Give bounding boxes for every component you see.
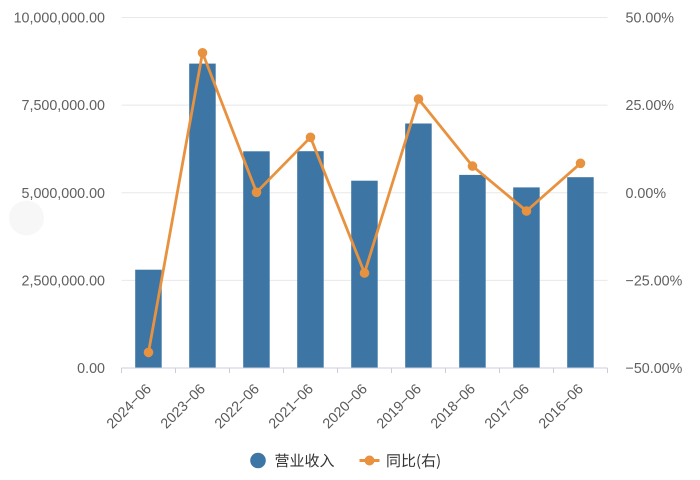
svg-text:−50.00%: −50.00%	[626, 361, 683, 377]
svg-text:25.00%: 25.00%	[626, 98, 675, 114]
svg-text:10,000,000.00: 10,000,000.00	[14, 11, 105, 27]
svg-text:−25.00%: −25.00%	[626, 273, 683, 289]
svg-text:0.00%: 0.00%	[626, 186, 667, 202]
svg-text:50.00%: 50.00%	[626, 11, 675, 27]
svg-text:5,000,000.00: 5,000,000.00	[22, 186, 106, 202]
svg-text:0.00: 0.00	[77, 361, 105, 377]
svg-text:2,500,000.00: 2,500,000.00	[22, 273, 106, 289]
svg-text:7,500,000.00: 7,500,000.00	[22, 98, 106, 114]
